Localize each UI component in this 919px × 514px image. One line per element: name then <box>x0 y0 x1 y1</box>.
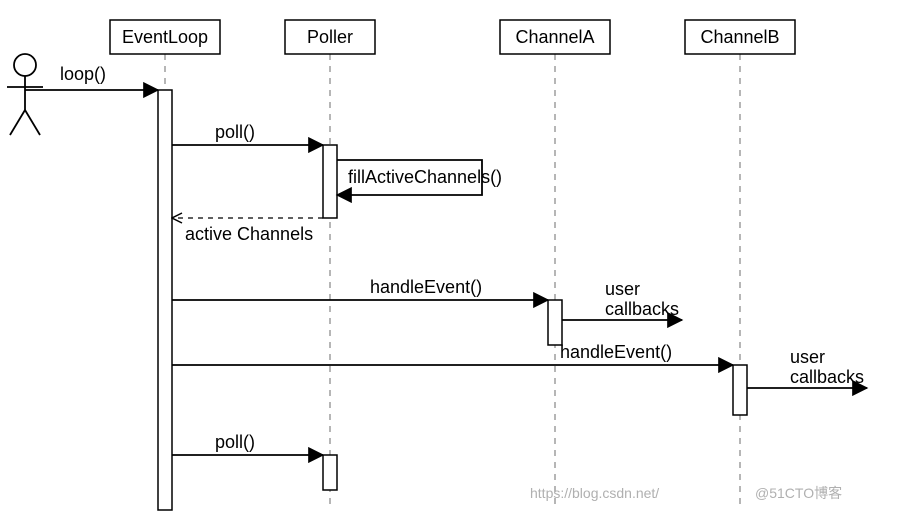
participant-label-channela: ChannelA <box>515 27 594 47</box>
out-label-8: user <box>790 347 825 367</box>
actor-leg-l <box>10 110 25 135</box>
activation-eventloop-0 <box>158 90 172 510</box>
out-label2-9: callbacks <box>790 367 864 387</box>
out-label2-6: callbacks <box>605 299 679 319</box>
self-message-label-2: fillActiveChannels() <box>348 167 502 187</box>
return-label-3: active Channels <box>185 224 313 244</box>
activation-poller-1 <box>323 145 337 218</box>
participant-label-poller: Poller <box>307 27 353 47</box>
message-label-0: loop() <box>60 64 106 84</box>
activation-poller-4 <box>323 455 337 490</box>
watermark-left: https://blog.csdn.net/ <box>530 485 659 501</box>
activation-channela-2 <box>548 300 562 345</box>
message-label-1: poll() <box>215 122 255 142</box>
message-label-10: poll() <box>215 432 255 452</box>
watermark-right: @51CTO博客 <box>755 485 842 501</box>
activation-channelb-3 <box>733 365 747 415</box>
message-label-7: handleEvent() <box>560 342 672 362</box>
participant-label-eventloop: EventLoop <box>122 27 208 47</box>
out-label-5: user <box>605 279 640 299</box>
message-label-4: handleEvent() <box>370 277 482 297</box>
participant-label-channelb: ChannelB <box>700 27 779 47</box>
actor-head <box>14 54 36 76</box>
actor-leg-r <box>25 110 40 135</box>
